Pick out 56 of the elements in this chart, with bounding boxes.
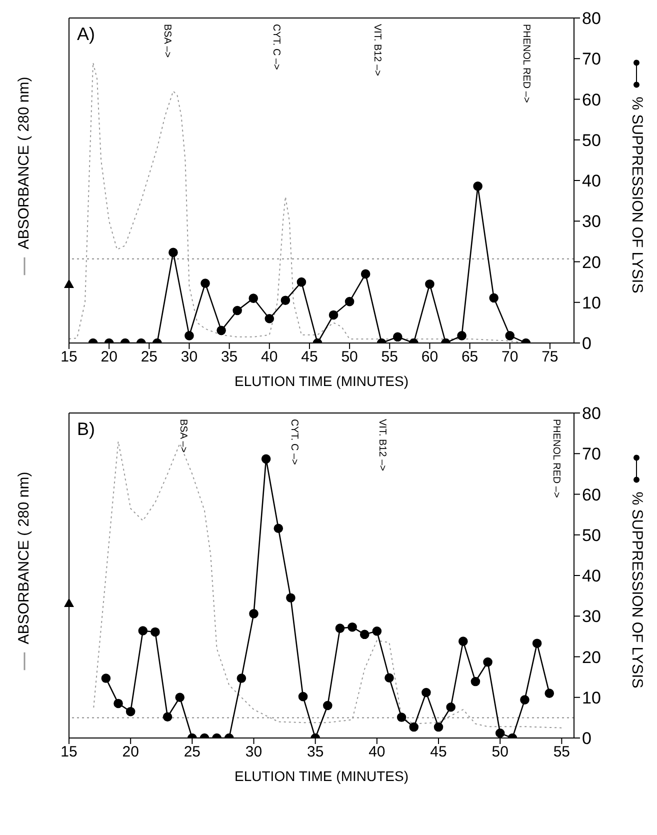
y-tick-label: 80 xyxy=(582,9,601,28)
x-tick-label: 45 xyxy=(301,348,318,366)
y-tick-label: 30 xyxy=(582,212,601,232)
x-tick-label: 70 xyxy=(502,348,518,366)
x-axis-title: ELUTION TIME (MINUTES) xyxy=(234,768,410,784)
x-tick-label: 45 xyxy=(430,744,447,761)
chart-title: B) xyxy=(77,419,95,440)
annotation: BSA –> xyxy=(177,419,188,453)
y-axis-title: % SUPPRESSION OF LYSIS xyxy=(628,96,646,293)
x-axis-title: ELUTION TIME (MINUTES) xyxy=(234,373,410,389)
annotation: BSA –> xyxy=(162,24,173,58)
y-tick-label: 50 xyxy=(582,130,601,150)
y-tick-label: 50 xyxy=(582,526,601,545)
x-tick-label: 30 xyxy=(245,744,262,761)
annotation: VIT. B12 –> xyxy=(372,24,383,76)
annotation: CYT. C –> xyxy=(270,24,282,70)
y-tick-label: 20 xyxy=(582,648,601,667)
annotation: PHENOL RED –> xyxy=(550,419,562,498)
x-tick-label: 25 xyxy=(140,348,158,366)
x-tick-label: 20 xyxy=(122,744,139,761)
x-tick-label: 30 xyxy=(180,348,198,366)
x-tick-label: 75 xyxy=(542,348,558,366)
y-tick-label: 60 xyxy=(582,90,601,110)
annotation: PHENOL RED –> xyxy=(520,24,532,103)
y-axis-title: % SUPPRESSION OF LYSIS xyxy=(628,491,646,688)
x-tick-label: 35 xyxy=(220,348,238,366)
y-tick-label: 10 xyxy=(582,293,601,312)
x-tick-label: 60 xyxy=(421,348,438,366)
y-tick-label: 10 xyxy=(582,688,601,708)
x-tick-label: 15 xyxy=(60,348,78,366)
text: ABSORBANCE ( 280 nm) xyxy=(16,76,32,249)
x-tick-label: 50 xyxy=(341,348,358,366)
y-tick-label: 20 xyxy=(582,252,601,272)
annotation: CYT. C –> xyxy=(288,419,300,465)
x-tick-label: 35 xyxy=(307,744,324,761)
x-tick-label: 20 xyxy=(100,348,118,366)
x-tick-label: 55 xyxy=(553,744,570,761)
y-tick-label: 40 xyxy=(582,172,601,191)
y-tick-label: 30 xyxy=(582,607,601,626)
x-tick-label: 55 xyxy=(381,348,398,366)
y-tick-label: 0 xyxy=(582,729,592,748)
x-tick-label: 15 xyxy=(60,744,78,761)
text: ABSORBANCE ( 280 nm) xyxy=(16,471,32,644)
y-tick-label: 70 xyxy=(582,50,601,69)
y-tick-label: 80 xyxy=(582,404,601,424)
chart-title: A) xyxy=(77,24,95,45)
y-tick-label: 60 xyxy=(582,485,601,504)
annotation: VIT. B12 –> xyxy=(376,419,388,471)
x-tick-label: 40 xyxy=(368,744,386,761)
y-tick-label: 40 xyxy=(582,566,601,586)
x-tick-label: 50 xyxy=(492,744,508,761)
x-tick-label: 25 xyxy=(184,744,201,761)
y-tick-label: 0 xyxy=(582,334,592,354)
y-tick-label: 70 xyxy=(582,444,601,464)
x-tick-label: 65 xyxy=(461,348,478,366)
x-tick-label: 40 xyxy=(261,348,278,366)
